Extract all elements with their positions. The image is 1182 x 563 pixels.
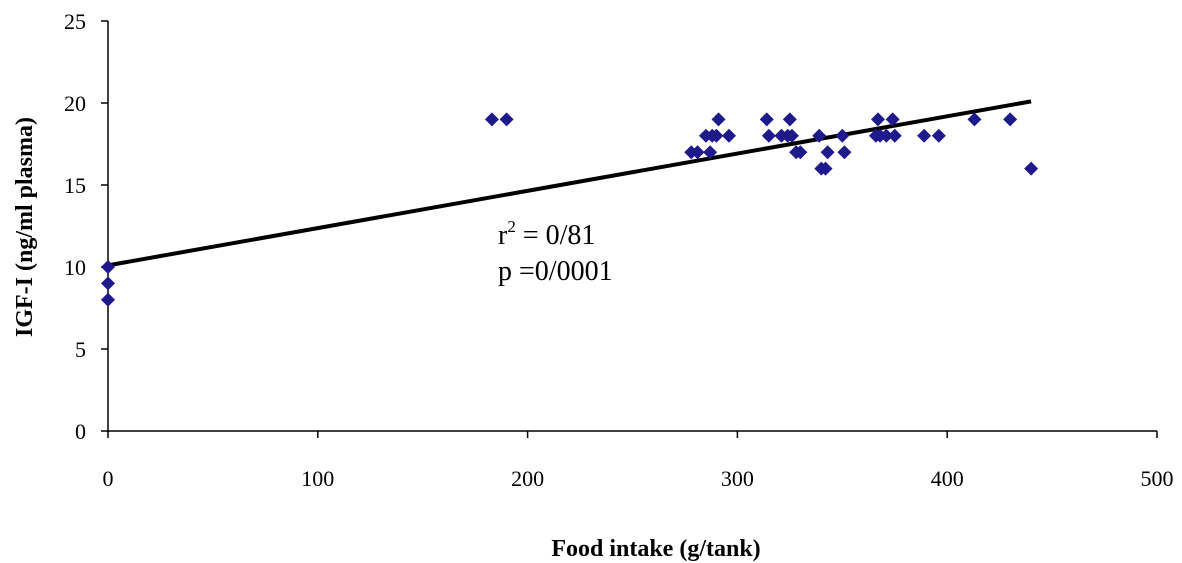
data-point <box>917 128 932 143</box>
data-point <box>835 128 850 143</box>
data-point <box>709 128 724 143</box>
y-tick-label: 10 <box>64 255 86 280</box>
data-point <box>818 161 833 176</box>
data-point <box>837 145 852 160</box>
data-point <box>101 276 115 291</box>
data-point <box>885 112 900 127</box>
x-tick-label: 0 <box>103 466 114 491</box>
data-point <box>887 128 902 143</box>
data-point <box>879 128 894 143</box>
y-tick-label: 25 <box>64 9 86 34</box>
data-point <box>484 112 499 127</box>
data-point <box>690 145 705 160</box>
r-squared-value: = 0/81 <box>516 220 596 251</box>
data-point <box>703 145 718 160</box>
trendline-group <box>107 99 1032 268</box>
data-point <box>499 112 514 127</box>
data-point <box>101 292 115 307</box>
data-point <box>784 128 799 143</box>
data-point <box>782 112 797 127</box>
r-squared-superscript: 2 <box>507 217 516 236</box>
data-point <box>761 128 776 143</box>
y-tick-label: 20 <box>64 91 86 116</box>
data-point <box>793 145 808 160</box>
data-point <box>820 145 835 160</box>
data-point <box>759 112 774 127</box>
y-axis-title: IGF-I (ng/ml plasma) <box>12 117 38 337</box>
x-tick-label: 400 <box>931 466 964 491</box>
x-tick-label: 500 <box>1141 466 1174 491</box>
x-tick-label: 100 <box>301 466 334 491</box>
axes <box>107 21 1157 432</box>
axis-ticks: 0 5 10 15 20 25 0 100 200 300 400 500 <box>64 9 1174 491</box>
data-point <box>1003 112 1018 127</box>
trendline <box>107 99 1032 268</box>
x-tick-label: 200 <box>511 466 544 491</box>
x-tick-label: 300 <box>721 466 754 491</box>
data-point <box>1024 161 1039 176</box>
data-point <box>931 128 946 143</box>
y-tick-label: 15 <box>64 173 86 198</box>
p-value-annotation: p =0/0001 <box>498 256 613 287</box>
data-point <box>967 112 982 127</box>
data-point <box>722 128 737 143</box>
y-tick-label: 0 <box>75 419 86 444</box>
data-points <box>101 112 1039 307</box>
data-point <box>870 112 885 127</box>
x-axis-title: Food intake (g/tank) <box>551 536 760 562</box>
data-point <box>812 128 827 143</box>
data-point <box>101 260 115 274</box>
r-squared-prefix: r <box>498 220 508 251</box>
data-point <box>711 112 726 127</box>
y-tick-label: 5 <box>75 337 86 362</box>
r-squared-annotation: r2 = 0/81 <box>498 217 595 251</box>
